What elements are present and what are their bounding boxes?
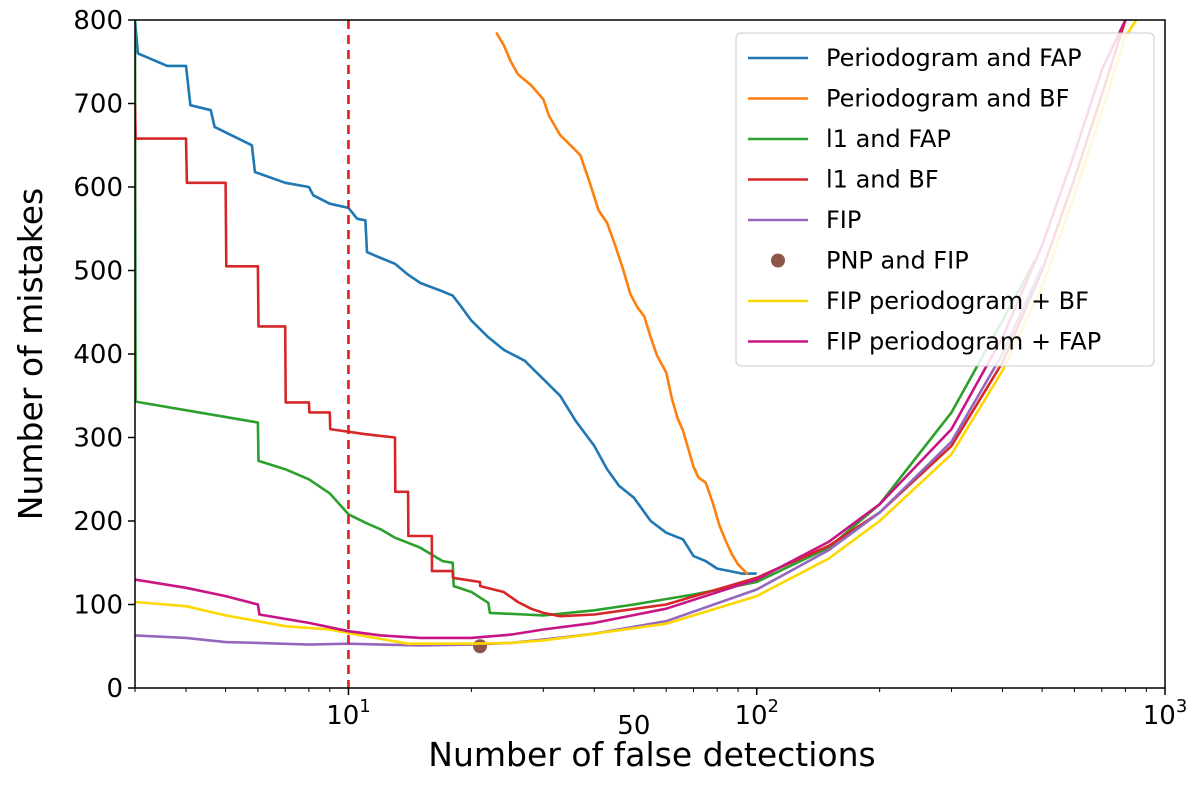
- y-tick-label: 500: [73, 257, 123, 287]
- series-pnp-and-fip-point: [473, 639, 488, 654]
- x-tick-label: 103: [1143, 696, 1188, 731]
- legend-item-fip: FIP: [748, 206, 861, 234]
- x-tick-label: 101: [326, 696, 371, 731]
- legend-label: FIP periodogram + FAP: [826, 328, 1101, 356]
- legend-box: [735, 32, 1155, 367]
- legend-label: FIP periodogram + BF: [826, 287, 1089, 315]
- y-tick-label: 800: [73, 6, 123, 36]
- series-periodogram-and-bf-line: [495, 31, 749, 576]
- legend-label: l1 and BF: [826, 166, 939, 194]
- y-tick-label: 600: [73, 173, 123, 203]
- legend: Periodogram and FAP Periodogram and BF l1 …: [735, 32, 1155, 367]
- y-tick-label: 0: [106, 674, 123, 704]
- legend-label: FIP: [826, 206, 861, 234]
- x-axis-title: Number of false detections: [428, 735, 875, 774]
- legend-item-fip-periodogram-bf: FIP periodogram + BF: [748, 287, 1089, 315]
- y-tick-label: 700: [73, 90, 123, 120]
- legend-marker: [771, 253, 785, 268]
- series-l1-and-bf-line: [135, 20, 1127, 618]
- legend-label: l1 and FAP: [826, 125, 951, 153]
- axes: 0 100 200 300 400 500 600 700 800 101 102 103 50: [73, 6, 1187, 741]
- legend-item-l1-and-fap: l1 and FAP: [748, 125, 951, 153]
- legend-label: Periodogram and FAP: [826, 44, 1082, 72]
- x-tick-label: 102: [734, 696, 779, 731]
- series-periodogram-and-fap-line: [135, 20, 757, 575]
- x-extra-tick-label: 50: [617, 711, 650, 741]
- legend-item-periodogram-and-fap: Periodogram and FAP: [748, 44, 1082, 72]
- legend-label: Periodogram and BF: [826, 85, 1069, 113]
- series-l1-and-fap-line: [135, 20, 1037, 617]
- y-axis-title: Number of mistakes: [11, 188, 50, 520]
- legend-item-periodogram-and-bf: Periodogram and BF: [748, 85, 1069, 113]
- legend-item-pnp-and-fip: PNP and FIP: [771, 247, 969, 275]
- legend-label: PNP and FIP: [826, 247, 969, 275]
- y-tick-label: 300: [73, 424, 123, 454]
- legend-item-l1-and-bf: l1 and BF: [748, 166, 939, 194]
- y-tick-label: 200: [73, 507, 123, 537]
- y-tick-label: 400: [73, 340, 123, 370]
- legend-item-fip-periodogram-fap: FIP periodogram + FAP: [748, 328, 1101, 356]
- y-tick-label: 100: [73, 591, 123, 621]
